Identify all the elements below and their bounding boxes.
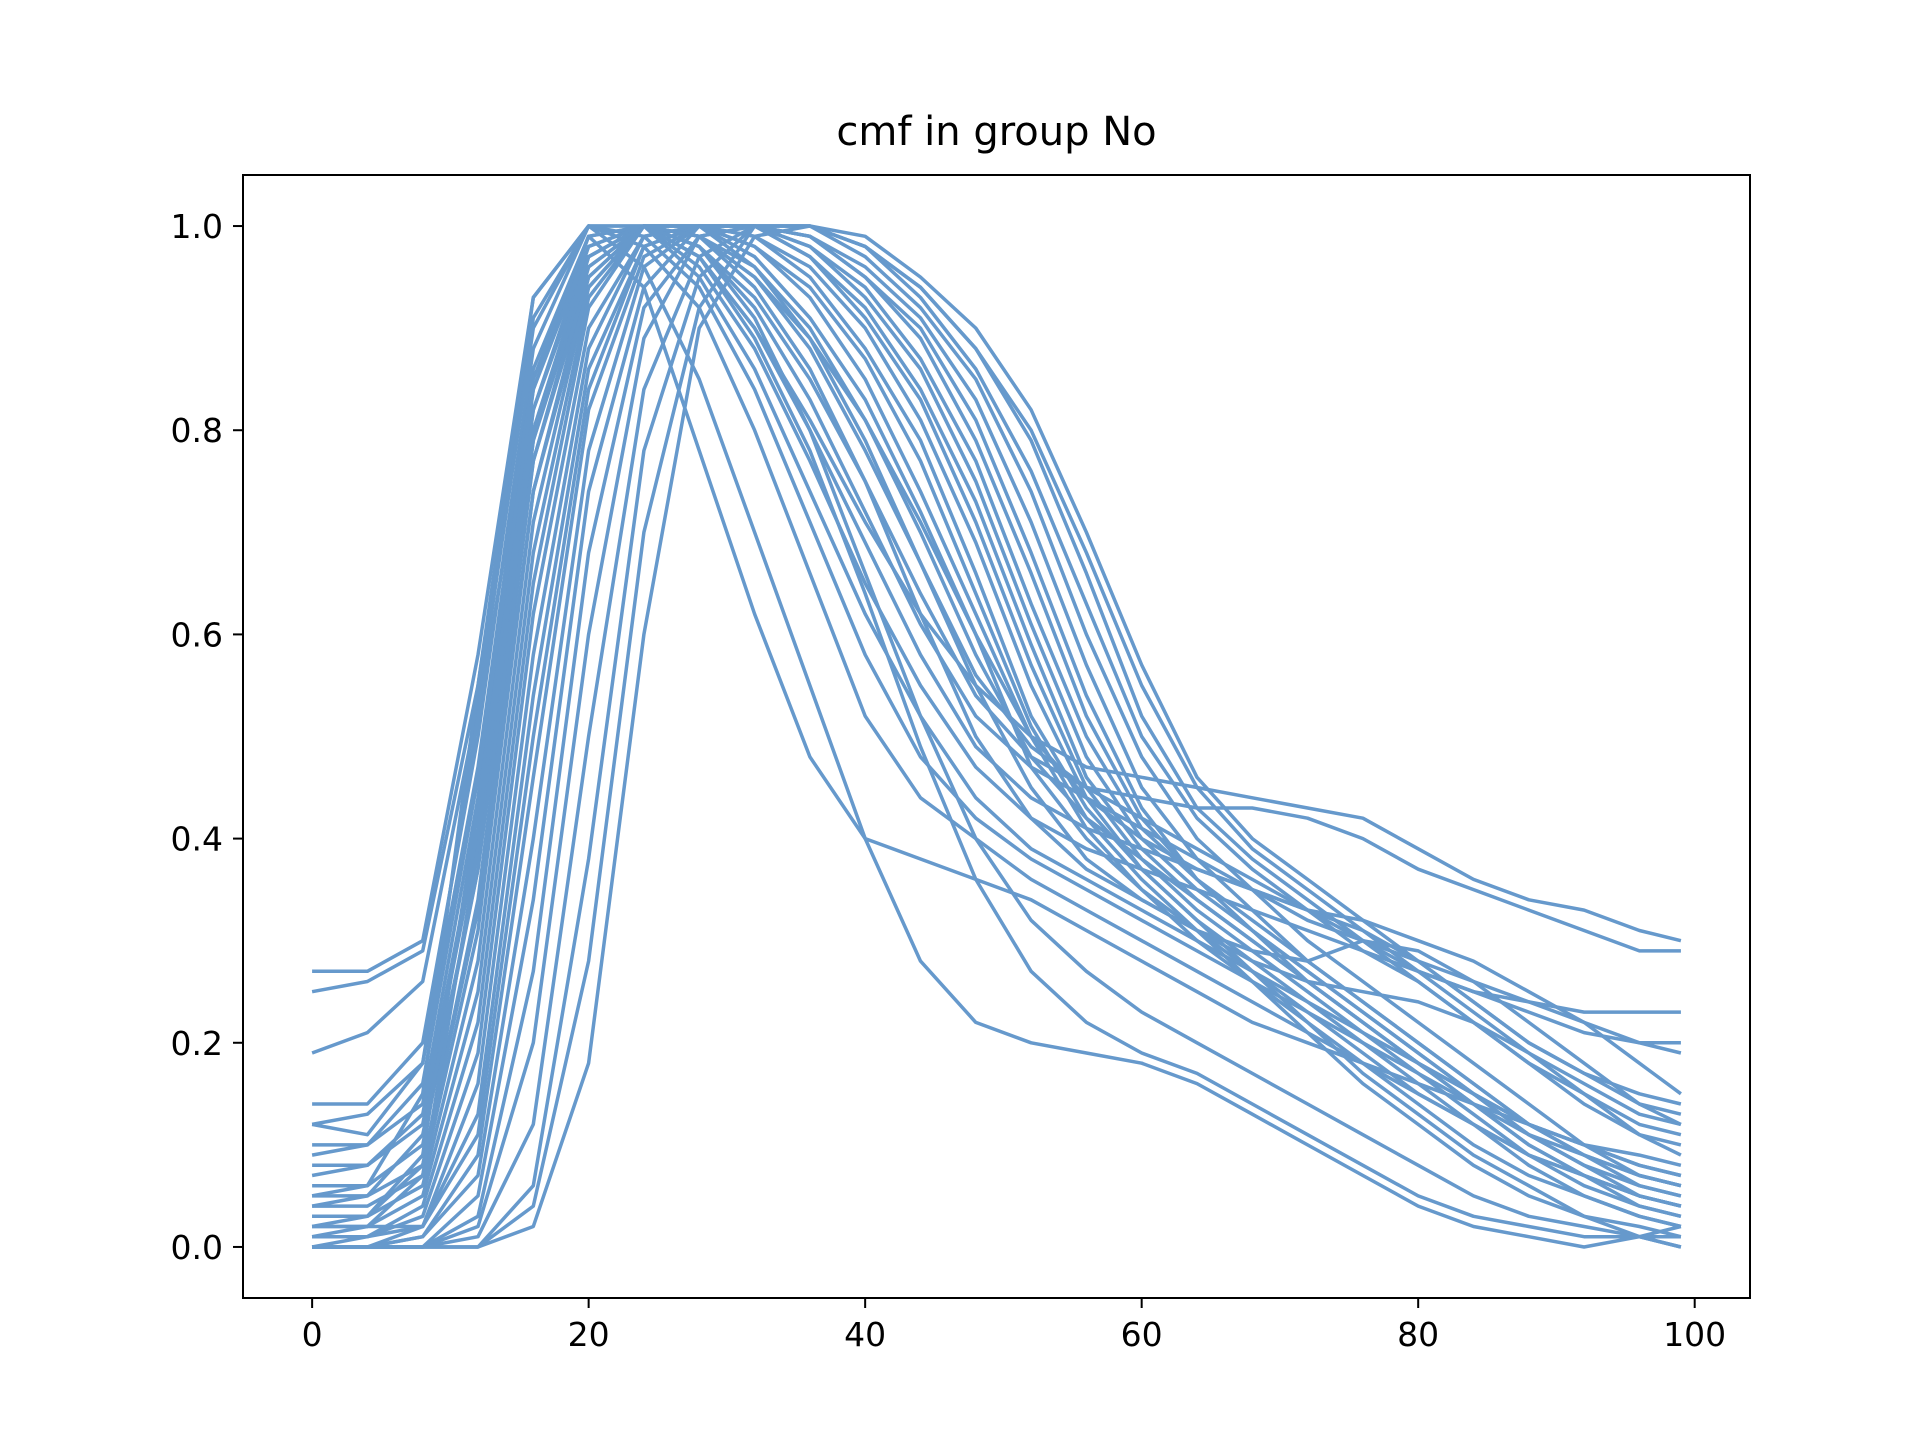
series-line-11: [312, 224, 1682, 1229]
series-line-33: [311, 224, 1682, 1208]
series-line-13: [312, 224, 1682, 1249]
chart-title: cmf in group No: [836, 109, 1156, 155]
series-line-20: [312, 224, 1682, 1249]
x-tick-label: 80: [1397, 1315, 1439, 1354]
series-line-14: [311, 224, 1682, 1249]
series-line-28: [311, 224, 1682, 1249]
series-line-22: [312, 224, 1682, 1249]
series-line-30: [311, 224, 1681, 1239]
y-tick-label: 1.0: [171, 207, 223, 246]
series-line-24: [312, 224, 1682, 1249]
series-line-19: [312, 224, 1682, 1249]
series-line-12: [312, 224, 1682, 1239]
x-tick-label: 0: [302, 1315, 323, 1354]
y-tick-label: 0.8: [171, 411, 223, 450]
x-tick-label: 60: [1121, 1315, 1163, 1354]
y-axis: 0.0 0.2 0.4 0.6 0.8 1.0: [171, 207, 243, 1267]
series-line-31: [311, 224, 1682, 1157]
series-line-26: [312, 224, 1682, 1249]
x-tick-label: 20: [568, 1315, 610, 1354]
y-tick-label: 0.2: [171, 1024, 223, 1063]
series-line-15: [312, 224, 1682, 1249]
series-line-29: [312, 224, 1682, 1249]
plot-area-frame: [242, 174, 1751, 1299]
series-line-21: [312, 224, 1682, 1249]
series-line-32: [311, 224, 1682, 1178]
series-group: [311, 224, 1682, 1249]
y-tick-label: 0.6: [171, 615, 223, 654]
series-line-25: [312, 224, 1682, 1249]
x-axis: 0 20 40 60 80 100: [302, 1298, 1726, 1354]
y-tick-label: 0.0: [171, 1228, 223, 1267]
x-tick-label: 100: [1663, 1315, 1726, 1354]
x-tick-label: 40: [844, 1315, 886, 1354]
series-line-27: [311, 234, 1682, 1178]
y-tick-label: 0.4: [171, 820, 223, 859]
series-line-34: [311, 224, 1682, 1229]
